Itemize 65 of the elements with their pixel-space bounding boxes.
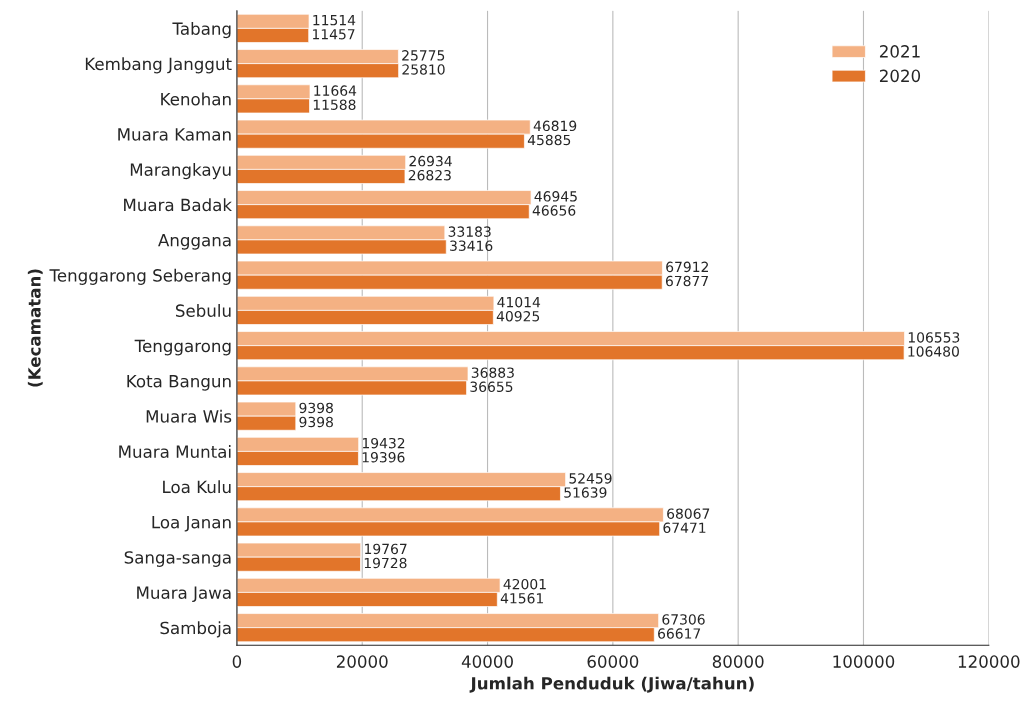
data-label: 11514 — [313, 15, 356, 26]
data-label: 67306 — [662, 614, 705, 625]
data-label: 11588 — [313, 99, 356, 110]
data-label: 45885 — [527, 134, 571, 146]
y-axis-title: (Kecamatan) — [27, 269, 43, 387]
data-label: 46656 — [532, 205, 576, 216]
y-tick-label: Kota Bangun — [127, 375, 231, 391]
y-tick-label: Samboja — [160, 621, 231, 638]
data-label: 106480 — [908, 346, 959, 357]
x-axis-title: Jumlah Penduduk (Jiwa/tahun) — [469, 676, 754, 693]
data-label: 25810 — [402, 64, 445, 75]
data-label: 68067 — [667, 508, 710, 519]
legend-label: 2021 — [879, 45, 920, 58]
data-label: 46945 — [534, 191, 577, 202]
data-label: 11457 — [312, 29, 355, 40]
data-label: 41014 — [497, 296, 541, 308]
data-label: 19728 — [364, 557, 407, 569]
data-label: 40925 — [496, 310, 540, 322]
data-label: 11664 — [314, 85, 357, 96]
y-tick-label: Kenohan — [161, 92, 231, 106]
data-label: 36883 — [471, 367, 514, 378]
data-label: 9398 — [299, 402, 333, 414]
data-label: 26934 — [409, 155, 452, 167]
y-tick-label: Muara Kaman — [118, 128, 231, 141]
y-tick-label: Marangkayu — [130, 163, 231, 180]
y-tick-label: Kembang Janggut — [85, 57, 232, 74]
data-label: 67877 — [665, 275, 708, 287]
data-label: 106553 — [908, 332, 960, 343]
data-label: 19432 — [362, 437, 405, 449]
data-label: 42001 — [503, 578, 546, 590]
y-tick-label: Muara Jawa — [137, 586, 231, 603]
data-label: 66617 — [658, 628, 701, 639]
y-tick-label: Sanga-sanga — [124, 551, 231, 567]
x-tick-label: 40000 — [461, 655, 513, 668]
x-tick-label: 0 — [232, 655, 242, 668]
data-label: 33416 — [450, 240, 493, 251]
x-tick-label: 60000 — [587, 655, 639, 668]
y-tick-label: Anggana — [158, 234, 231, 250]
x-tick-label: 120000 — [958, 655, 1020, 668]
y-tick-label: Sebulu — [175, 304, 231, 317]
data-label: 52459 — [569, 473, 612, 484]
data-label: 19767 — [365, 543, 407, 555]
data-label: 67471 — [663, 522, 706, 533]
legend-label: 2020 — [879, 69, 921, 83]
data-label: 33183 — [448, 226, 491, 237]
y-tick-label: Tenggarong — [134, 339, 231, 356]
y-tick-label: Tenggarong Seberang — [49, 268, 231, 285]
y-tick-label: Tabang — [172, 22, 231, 39]
data-label: 19396 — [362, 451, 405, 463]
data-label: 46819 — [533, 120, 577, 132]
y-tick-label: Muara Wis — [146, 409, 232, 423]
data-label: 25775 — [402, 50, 445, 61]
y-tick-label: Muara Muntai — [119, 445, 231, 458]
x-tick-label: 20000 — [336, 655, 388, 668]
data-label: 51639 — [564, 487, 607, 498]
x-tick-label: 100000 — [833, 655, 895, 668]
data-label: 9398 — [299, 416, 333, 428]
data-label: 41561 — [500, 593, 543, 604]
y-tick-label: Loa Janan — [152, 516, 231, 532]
y-tick-label: Muara Badak — [124, 198, 232, 212]
y-tick-label: Loa Kulu — [163, 480, 231, 494]
x-tick-label: 80000 — [712, 655, 764, 668]
data-label: 67912 — [666, 261, 708, 273]
data-label: 26823 — [408, 169, 451, 181]
data-label: 36655 — [470, 381, 513, 392]
